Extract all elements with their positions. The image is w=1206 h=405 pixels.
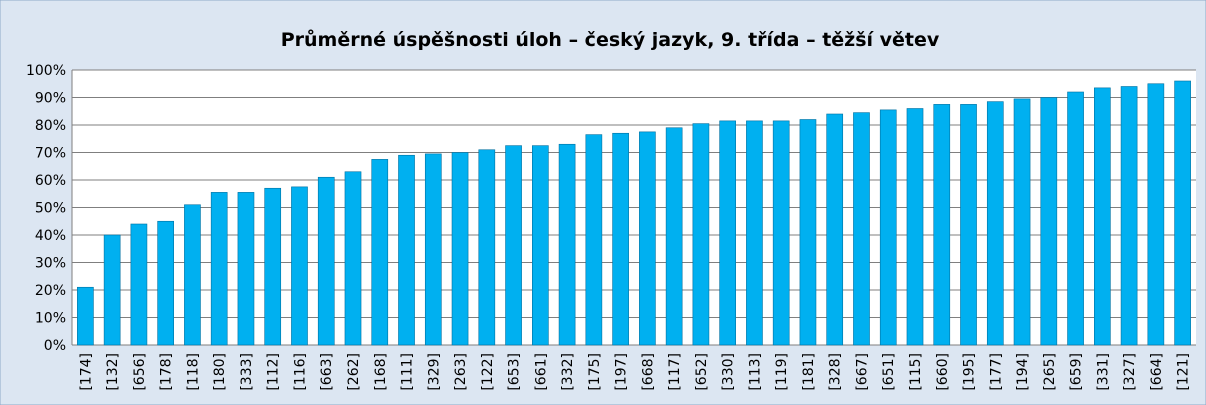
x-tick-label: [122] [480, 353, 496, 391]
y-tick-label: 70% [35, 146, 66, 162]
x-tick-label: [659] [1069, 353, 1085, 391]
x-tick-label: [178] [159, 353, 175, 391]
bar [558, 143, 576, 346]
x-tick-label: [660] [935, 353, 951, 391]
bar [103, 234, 121, 346]
bar [237, 192, 255, 346]
x-tick-label: [265] [1042, 353, 1058, 391]
x-tick-label: [651] [881, 353, 897, 391]
bar [1120, 86, 1138, 346]
bar [371, 159, 389, 346]
bar [879, 109, 897, 346]
x-tick-label: [168] [373, 353, 389, 391]
x-tick-label: [113] [747, 353, 763, 391]
x-tick-label: [668] [640, 353, 656, 391]
bar [1174, 80, 1191, 346]
x-tick-label: [330] [721, 353, 737, 391]
bar [612, 132, 629, 346]
x-tick-label: [652] [694, 353, 710, 391]
y-tick-label: 10% [35, 311, 66, 327]
bar [826, 113, 844, 346]
x-tick-label: [329] [426, 353, 442, 391]
bar [960, 104, 977, 346]
y-tick-label: 0% [44, 338, 66, 354]
x-tick-label: [328] [828, 353, 844, 391]
x-tick-label: [118] [185, 353, 201, 391]
bar [77, 286, 94, 346]
bar [344, 171, 362, 346]
x-tick-label: [327] [1122, 353, 1138, 391]
bar [1040, 97, 1058, 346]
bar [585, 134, 603, 346]
bar [478, 149, 496, 346]
x-tick-label: [119] [774, 353, 790, 391]
bar [317, 176, 335, 346]
bar [130, 223, 148, 346]
bar [291, 186, 308, 346]
bar [1013, 98, 1031, 346]
x-tick-label: [332] [560, 353, 576, 391]
bar [933, 104, 951, 346]
bar [746, 120, 763, 346]
bar [853, 112, 870, 346]
x-tick-label: [263] [453, 353, 469, 391]
bar [1094, 87, 1111, 346]
x-tick-label: [667] [854, 353, 870, 391]
bar [184, 204, 201, 346]
x-tick-label: [177] [988, 353, 1004, 391]
x-tick-label: [181] [801, 353, 817, 391]
x-tick-label: [112] [266, 353, 282, 391]
x-tick-label: [117] [667, 353, 683, 391]
x-tick-label: [180] [212, 353, 228, 391]
bar [986, 101, 1004, 346]
y-tick-label: 50% [35, 201, 66, 217]
y-tick-label: 40% [35, 228, 66, 244]
x-tick-label: [656] [132, 353, 148, 391]
x-tick-label: [111] [400, 353, 416, 391]
y-tick-label: 20% [35, 283, 66, 299]
y-tick-label: 60% [35, 173, 66, 189]
bar [451, 152, 469, 346]
y-tick-label: 30% [35, 256, 66, 272]
bar [692, 123, 710, 346]
bar [424, 153, 442, 346]
bar [264, 187, 282, 346]
x-tick-label: [653] [507, 353, 523, 391]
bar [398, 154, 415, 346]
chart-title: Průměrné úspěšnosti úloh – český jazyk, … [281, 28, 940, 51]
y-tick-label: 90% [35, 91, 66, 107]
x-tick-label: [262] [346, 353, 362, 391]
y-tick-label: 100% [26, 63, 66, 79]
x-tick-label: [121] [1176, 353, 1192, 391]
bar [532, 145, 549, 346]
x-tick-label: [132] [105, 353, 121, 391]
x-tick-label: [663] [319, 353, 335, 391]
x-tick-label: [331] [1095, 353, 1111, 391]
x-tick-label: [174] [78, 353, 94, 391]
y-tick-label: 80% [35, 118, 66, 134]
x-tick-label: [664] [1149, 353, 1165, 391]
x-tick-label: [661] [533, 353, 549, 391]
bar [210, 192, 228, 346]
bar [639, 131, 656, 346]
bar [772, 120, 790, 346]
bar [157, 220, 174, 346]
x-tick-label: [194] [1015, 353, 1031, 391]
bar [505, 145, 522, 346]
bar [906, 108, 924, 346]
x-tick-label: [115] [908, 353, 924, 391]
x-tick-label: [175] [587, 353, 603, 391]
bar [665, 127, 683, 346]
x-tick-label: [116] [292, 353, 308, 391]
x-tick-label: [197] [614, 353, 630, 391]
bar [1147, 83, 1165, 346]
bar [719, 120, 736, 346]
x-tick-label: [333] [239, 353, 255, 391]
bar [799, 119, 817, 346]
bar [1067, 91, 1084, 346]
x-tick-label: [195] [962, 353, 978, 391]
